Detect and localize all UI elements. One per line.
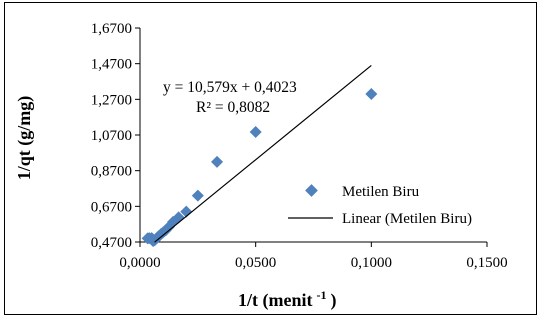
x-axis-label-superscript: -1 (316, 288, 326, 302)
data-point (191, 189, 204, 202)
legend: Metilen Biru Linear (Metilen Biru) (288, 184, 472, 227)
legend-label-series: Metilen Biru (342, 184, 420, 200)
data-points (141, 87, 378, 247)
data-point (180, 205, 193, 218)
y-axis-ticks: 0,4700 0,6700 0,8700 1,0700 1,2700 1,4700 1,67… (91, 21, 140, 251)
y-axis-label: 1/qt (g/mg) (14, 96, 35, 181)
trendline-r-squared: R² = 0,8082 (196, 99, 270, 116)
x-axis-ticks: 0,0000 0,0500 0,1000 0,1500 (119, 242, 508, 271)
legend-marker-diamond (305, 184, 318, 197)
x-tick-label: 0,1500 (466, 255, 507, 271)
legend-label-trendline: Linear (Metilen Biru) (342, 211, 472, 227)
chart-frame (4, 2, 537, 315)
x-axis-label-text: 1/t (menit (238, 290, 312, 311)
y-tick-label: 0,4700 (91, 235, 132, 251)
y-tick-label: 1,2700 (91, 92, 132, 108)
x-axis-label: 1/t (menit -1) (238, 288, 336, 311)
x-tick-label: 0,0500 (235, 255, 276, 271)
data-point (249, 125, 262, 138)
x-axis-label-close: ) (330, 290, 336, 311)
y-tick-label: 1,4700 (91, 57, 132, 73)
data-point (211, 155, 224, 168)
y-tick-label: 0,8700 (91, 164, 132, 180)
x-tick-label: 0,0000 (119, 255, 160, 271)
data-point (365, 87, 378, 100)
y-tick-label: 1,0700 (91, 128, 132, 144)
x-tick-label: 0,1000 (351, 255, 392, 271)
trendline (154, 64, 372, 243)
data-point (141, 232, 154, 245)
trendline-equation: y = 10,579x + 0,4023 (163, 79, 297, 96)
y-tick-label: 1,6700 (91, 21, 132, 37)
y-tick-label: 0,6700 (91, 199, 132, 215)
